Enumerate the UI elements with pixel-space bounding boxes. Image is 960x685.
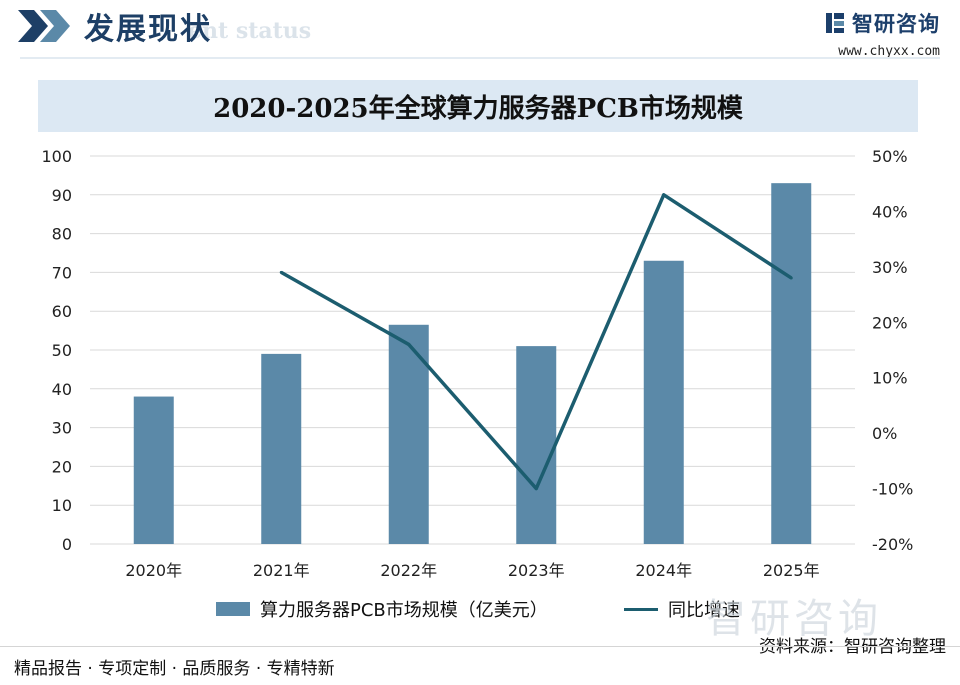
legend-line-label: 同比增速: [668, 600, 740, 621]
y-right-tick-label: 50%: [872, 147, 908, 166]
brand-logo-icon: [826, 13, 844, 33]
bar-series: [133, 183, 812, 544]
y-right-tick-label: 20%: [872, 313, 908, 332]
brand: 智研咨询 www.chyxx.com: [824, 8, 940, 59]
data-source: 资料来源：智研咨询整理: [759, 637, 946, 657]
y-left-tick-label: 10: [52, 496, 72, 515]
y-left-tick-label: 50: [52, 341, 72, 360]
growth-point-2021年: [279, 270, 283, 274]
y-left-tick-label: 20: [52, 457, 72, 476]
section-subtitle: ent status: [188, 18, 312, 44]
section-icon: [18, 10, 70, 42]
y-right-tick-label: 0%: [872, 424, 897, 443]
legend-item-bar: 算力服务器PCB市场规模（亿美元）: [216, 596, 548, 622]
legend-item-line: 同比增速: [624, 596, 740, 622]
x-tick-label: 2022年: [380, 561, 437, 580]
x-axis: 2020年 2021年 2022年 2023年 2024年 2025年: [125, 561, 819, 580]
y-left-tick-label: 100: [41, 147, 72, 166]
x-tick-label: 2020年: [125, 561, 182, 580]
y-left-tick-label: 90: [52, 186, 72, 205]
y-left-tick-label: 80: [52, 225, 72, 244]
y-left-tick-label: 30: [52, 419, 72, 438]
x-tick-label: 2021年: [253, 561, 310, 580]
x-tick-label: 2025年: [763, 561, 820, 580]
footer-slogan: 精品报告 · 专项定制 · 品质服务 · 专精特新: [14, 659, 335, 679]
y-left-tick-label: 0: [62, 535, 72, 554]
bar-2020年: [133, 396, 174, 544]
chart-title: 2020-2025年全球算力服务器PCB市场规模: [213, 93, 743, 124]
bar-2023年: [516, 346, 557, 544]
brand-name: 智研咨询: [852, 12, 940, 36]
y-right-tick-label: -10%: [872, 480, 913, 499]
bar-2021年: [261, 353, 302, 544]
y-right-tick-label: -20%: [872, 535, 913, 554]
growth-line-series: [279, 193, 793, 491]
bar-2025年: [771, 183, 812, 544]
legend-bar-label: 算力服务器PCB市场规模（亿美元）: [260, 600, 548, 621]
x-tick-label: 2023年: [508, 561, 565, 580]
chart-title-band: 2020-2025年全球算力服务器PCB市场规模: [38, 80, 918, 132]
legend-line-swatch: [624, 607, 658, 611]
x-tick-label: 2024年: [635, 561, 692, 580]
header-divider: [20, 57, 940, 59]
y-axis-right: -20% -10% 0% 10% 20% 30% 40% 50%: [872, 147, 913, 554]
y-axis-left: 0 10 20 30 40 50 60 70 80 90 100: [41, 147, 72, 554]
chart: 0 10 20 30 40 50 60 70 80 90 100 -20% -10% 0% 10% 20% 3…: [41, 147, 913, 580]
growth-point-2022年: [407, 342, 411, 346]
grid-lines: [90, 155, 855, 545]
y-left-tick-label: 40: [52, 380, 72, 399]
legend-bar-swatch: [216, 602, 250, 616]
bar-2024年: [643, 260, 684, 544]
y-left-tick-label: 70: [52, 263, 72, 282]
footer-divider: [0, 646, 960, 647]
y-left-tick-label: 60: [52, 302, 72, 321]
y-right-tick-label: 30%: [872, 258, 908, 277]
growth-point-2023年: [534, 487, 538, 491]
y-right-tick-label: 10%: [872, 369, 908, 388]
brand-url: www.chyxx.com: [838, 44, 940, 59]
section-title: 发展现状: [84, 12, 212, 47]
growth-point-2025年: [789, 276, 793, 280]
y-right-tick-label: 40%: [872, 202, 908, 221]
legend: 算力服务器PCB市场规模（亿美元） 同比增速: [0, 590, 960, 626]
growth-point-2024年: [662, 193, 666, 197]
